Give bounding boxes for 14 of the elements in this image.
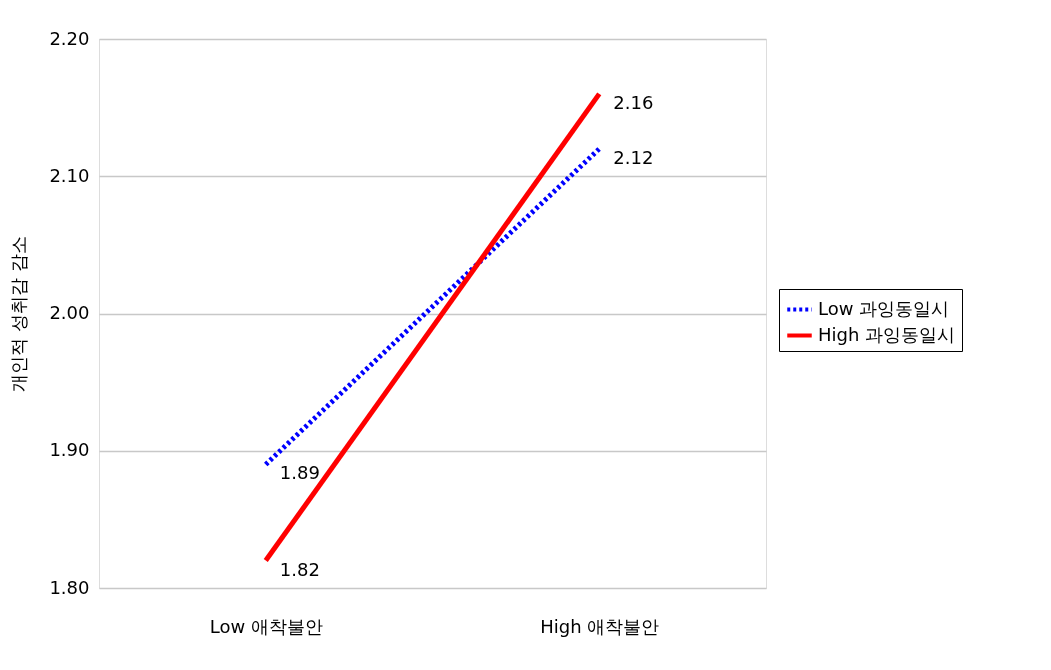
y-tick-label: 1.80 [49, 576, 90, 598]
data-label: 1.82 [279, 558, 320, 580]
y-tick-label: 2.10 [49, 164, 90, 186]
y-tick-label: 2.20 [49, 27, 90, 49]
legend-label: Low 과잉동일시 [818, 297, 950, 319]
data-label: 2.16 [613, 91, 654, 113]
data-label: 1.89 [279, 462, 320, 484]
legend-label: High 과잉동일시 [818, 323, 956, 345]
x-tick-label: High 애착불안 [540, 615, 660, 637]
y-tick-label: 2.00 [49, 302, 90, 323]
data-label: 2.12 [613, 146, 654, 168]
y-tick-label: 1.90 [49, 439, 90, 461]
y-axis-title: 개인적 성취감 감소 [8, 236, 30, 392]
x-tick-label: Low 애착불안 [209, 615, 323, 637]
